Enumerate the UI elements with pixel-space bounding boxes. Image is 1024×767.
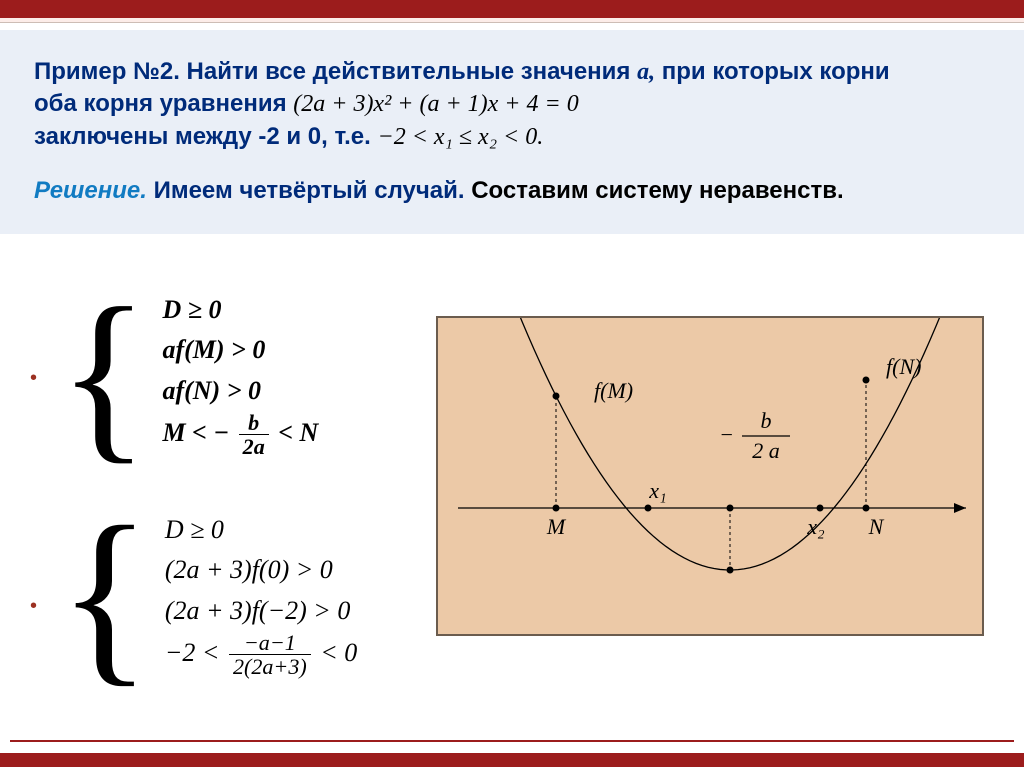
problem-equation: (2a + 3)x² + (a + 1)x + 4 = 0 bbox=[293, 91, 578, 117]
parabola-diagram: f(M) f(N) M Nx₁ x₂ − b 2 a bbox=[436, 316, 984, 636]
problem-var-a: a, bbox=[637, 59, 655, 85]
sys1-row4: M < − b 2a < N bbox=[162, 418, 318, 447]
sys1-row2: af(M) > 0 bbox=[162, 335, 265, 364]
problem-line2a: оба корня уравнения bbox=[34, 90, 293, 117]
bottom-divider bbox=[10, 740, 1014, 742]
svg-text:f(N): f(N) bbox=[886, 354, 921, 379]
problem-line3a: заключены между -2 и 0, т.е. bbox=[34, 123, 378, 150]
solution-task: Составим систему неравенств. bbox=[471, 177, 843, 204]
diagram-svg: f(M) f(N) M Nx₁ x₂ − b 2 a bbox=[438, 318, 982, 634]
solution-label: Решение. bbox=[34, 177, 147, 204]
solution-case: Имеем четвёртый случай. bbox=[154, 177, 472, 204]
sys2-row1: D ≥ 0 bbox=[165, 515, 224, 544]
svg-text:x₁: x₁ bbox=[648, 478, 666, 503]
inequality-system-general: • { D ≥ 0 af(M) > 0 af(N) > 0 M < − b 2a… bbox=[58, 290, 318, 480]
svg-text:−: − bbox=[719, 422, 734, 447]
sys1-row1: D ≥ 0 bbox=[162, 295, 221, 324]
bottom-bar bbox=[0, 753, 1024, 767]
svg-text:x₂: x₂ bbox=[806, 514, 825, 539]
slide: Пример №2. Найти все действительные знач… bbox=[0, 0, 1024, 767]
top-accent bbox=[0, 18, 1024, 23]
bullet-icon: • bbox=[30, 368, 37, 388]
bullet-icon: • bbox=[30, 596, 37, 616]
sys2-row4: −2 < −a−1 2(2a+3) < 0 bbox=[165, 638, 357, 667]
sys2-row2: (2a + 3)f(0) > 0 bbox=[165, 555, 333, 584]
inequality-system-substituted: • { D ≥ 0 (2a + 3)f(0) > 0 (2a + 3)f(−2)… bbox=[58, 510, 357, 705]
problem-line1a: Пример №2. Найти все действительные знач… bbox=[34, 58, 637, 85]
problem-range: −2 < x₁ ≤ x₂ < 0. bbox=[378, 124, 544, 150]
sys1-row3: af(N) > 0 bbox=[162, 376, 261, 405]
top-bar bbox=[0, 0, 1024, 18]
svg-text:f(M): f(M) bbox=[594, 378, 633, 403]
sys2-row3: (2a + 3)f(−2) > 0 bbox=[165, 596, 351, 625]
svg-text:N: N bbox=[868, 514, 885, 539]
svg-text:2 a: 2 a bbox=[752, 438, 780, 463]
problem-line1b: при которых корни bbox=[662, 58, 890, 85]
problem-statement: Пример №2. Найти все действительные знач… bbox=[0, 30, 1024, 234]
svg-text:b: b bbox=[761, 408, 772, 433]
svg-text:M: M bbox=[546, 514, 567, 539]
